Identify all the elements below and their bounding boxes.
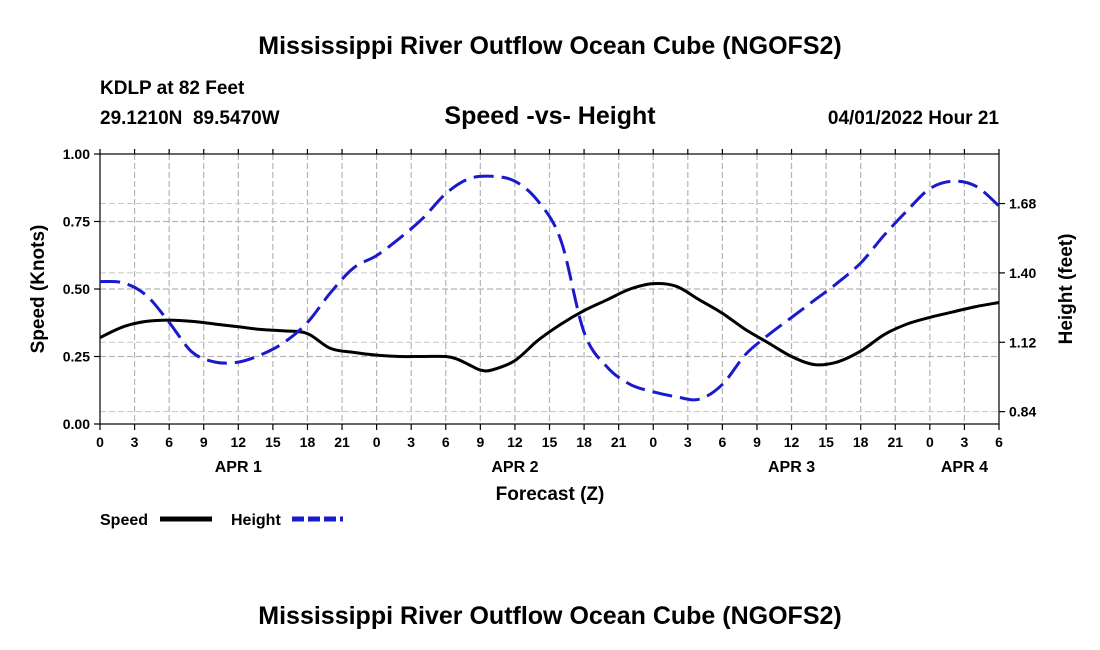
series-line-height (99, 174, 1001, 402)
x-tick-label: 6 (442, 434, 450, 450)
chart-subtitle: Speed -vs- Height (444, 102, 656, 130)
y-right-tick-label: 0.84 (1009, 404, 1036, 420)
x-tick-label: 0 (96, 434, 104, 450)
y-axis-right-label: Height (feet) (1056, 234, 1077, 345)
series-lines (99, 174, 1001, 402)
x-tick-label: 12 (784, 434, 800, 450)
date-label: APR 4 (941, 459, 988, 476)
y-left-tick-label: 0.75 (63, 214, 90, 230)
x-tick-label: 15 (542, 434, 558, 450)
legend-speed-label: Speed (100, 512, 148, 529)
grid-lines (100, 154, 999, 424)
legend: Speed Height (100, 512, 343, 529)
x-tick-label: 3 (407, 434, 415, 450)
y-left-tick-label: 0.50 (63, 281, 90, 297)
x-tick-label: 15 (818, 434, 834, 450)
axis-ticks: 0 3 6 9 12 15 18 21 0 3 6 9 12 15 18 21 0 3 6 9 12 15 18 21 0 3 60… (63, 146, 1037, 476)
y-left-tick-label: 0.25 (63, 349, 90, 365)
y-left-tick-label: 0.00 (63, 416, 90, 432)
x-tick-label: 3 (131, 434, 139, 450)
y-axis-left-label: Speed (Knots) (28, 225, 49, 354)
datetime-label: 04/01/2022 Hour 21 (828, 108, 1000, 129)
date-label: APR 2 (491, 459, 538, 476)
x-tick-label: 0 (649, 434, 657, 450)
chart-title: Mississippi River Outflow Ocean Cube (NG… (258, 32, 841, 60)
x-tick-label: 6 (995, 434, 1003, 450)
x-tick-label: 3 (961, 434, 969, 450)
series-line-speed (99, 281, 1000, 373)
x-tick-label: 9 (476, 434, 484, 450)
x-axis-label: Forecast (Z) (496, 484, 605, 505)
y-right-tick-label: 1.68 (1009, 196, 1036, 212)
y-right-tick-label: 1.12 (1009, 334, 1036, 350)
x-tick-label: 6 (165, 434, 173, 450)
location-label: 29.1210N 89.5470W (100, 108, 280, 129)
x-tick-label: 9 (753, 434, 761, 450)
x-tick-label: 6 (718, 434, 726, 450)
x-tick-label: 18 (576, 434, 592, 450)
x-tick-label: 18 (300, 434, 316, 450)
date-label: APR 3 (768, 459, 815, 476)
x-tick-label: 3 (684, 434, 692, 450)
station-label: KDLP at 82 Feet (100, 78, 245, 99)
footer-title: Mississippi River Outflow Ocean Cube (NG… (258, 602, 841, 630)
x-tick-label: 9 (200, 434, 208, 450)
y-left-tick-label: 1.00 (63, 146, 90, 162)
x-tick-label: 21 (887, 434, 903, 450)
x-tick-label: 12 (231, 434, 247, 450)
x-tick-label: 0 (373, 434, 381, 450)
x-tick-label: 18 (853, 434, 869, 450)
x-tick-label: 21 (611, 434, 627, 450)
x-tick-label: 12 (507, 434, 523, 450)
y-right-tick-label: 1.40 (1009, 265, 1036, 281)
legend-height-label: Height (231, 512, 281, 529)
x-tick-label: 0 (926, 434, 934, 450)
x-tick-label: 15 (265, 434, 281, 450)
x-tick-label: 21 (334, 434, 350, 450)
date-label: APR 1 (215, 459, 262, 476)
